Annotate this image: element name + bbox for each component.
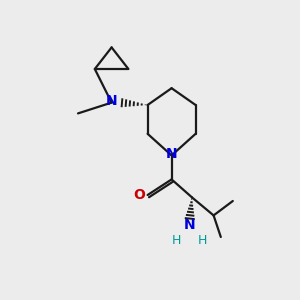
Text: H: H <box>198 234 208 247</box>
Text: N: N <box>106 94 117 108</box>
Text: H: H <box>172 234 181 247</box>
Text: N: N <box>184 218 195 232</box>
Text: O: O <box>133 188 145 202</box>
Text: N: N <box>166 147 177 161</box>
